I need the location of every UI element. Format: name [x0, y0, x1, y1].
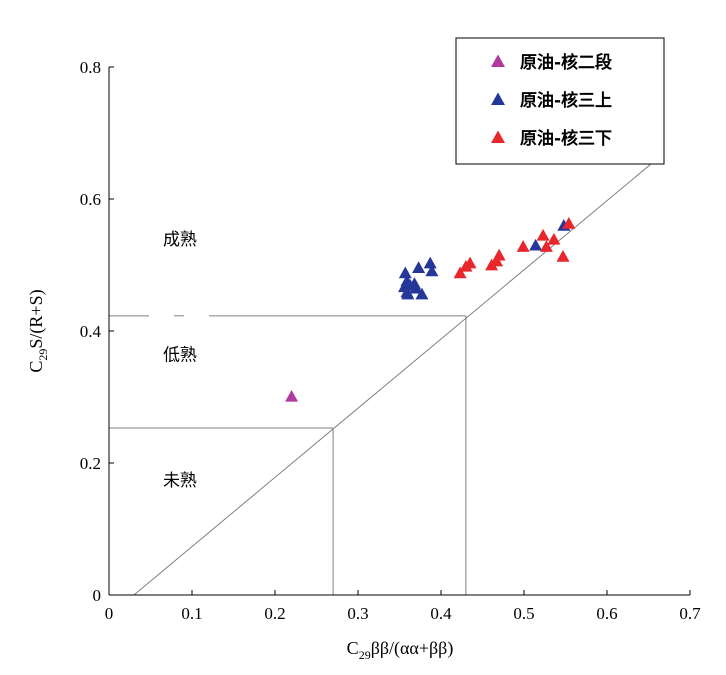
x-tick-label: 0.6 [596, 604, 617, 623]
data-point-2 [409, 281, 423, 294]
region-label: 成熟 [163, 229, 197, 250]
y-tick-label: 0.6 [80, 190, 101, 209]
y-axis-title: C29S/(R+S) [26, 289, 50, 372]
legend-label: 原油-核三下 [520, 128, 612, 149]
x-ticks: 0 0.1 0.2 0.3 0.4 0.5 0.6 0.7 [105, 590, 701, 623]
data-point-3 [492, 248, 506, 261]
x-tick-label: 0.2 [264, 604, 285, 623]
legend-label: 原油-核三上 [520, 90, 612, 111]
y-tick-label: 0.4 [80, 322, 102, 341]
legend-marker [491, 130, 505, 144]
data-point-2 [425, 264, 439, 277]
y-tick-label: 0.8 [80, 58, 101, 77]
data-point-3 [547, 232, 561, 245]
x-tick-label: 0 [105, 604, 114, 623]
region-label: 低熟 [163, 345, 197, 366]
reference-lines [109, 164, 651, 596]
data-point-3 [536, 228, 550, 241]
x-tick-label: 0.3 [347, 604, 368, 623]
data-point-2 [398, 266, 412, 279]
data-point-3 [539, 240, 553, 252]
data-point-2 [423, 256, 437, 269]
data-point-2 [412, 261, 426, 273]
y-tick-label: 0 [93, 586, 102, 605]
legend-marker [491, 54, 505, 68]
data-points [285, 217, 576, 402]
region-label: 未熟 [163, 470, 197, 491]
data-point-3 [516, 240, 530, 252]
data-point-1 [285, 389, 299, 402]
legend-label: 原油-核二段 [520, 52, 612, 73]
x-tick-label: 0.5 [513, 604, 534, 623]
y-tick-label: 0.2 [80, 454, 101, 473]
data-point-3 [463, 256, 477, 269]
x-axis-title: C29ββ/(αα+ββ) [347, 638, 454, 662]
x-tick-label: 0.4 [430, 604, 452, 623]
data-point-3 [556, 250, 570, 262]
x-tick-label: 0.7 [679, 604, 701, 623]
legend-box [455, 37, 665, 165]
y-ticks: 0 0.2 0.4 0.6 0.8 [80, 58, 114, 605]
data-point-3 [453, 266, 467, 279]
maturity-diagonal-line [133, 164, 651, 596]
data-point-2 [529, 238, 543, 251]
legend-marker [491, 92, 505, 106]
data-point-2 [401, 287, 415, 300]
x-tick-label: 0.1 [181, 604, 202, 623]
data-point-3 [490, 254, 504, 267]
data-point-3 [562, 217, 576, 229]
data-point-2 [415, 287, 429, 300]
